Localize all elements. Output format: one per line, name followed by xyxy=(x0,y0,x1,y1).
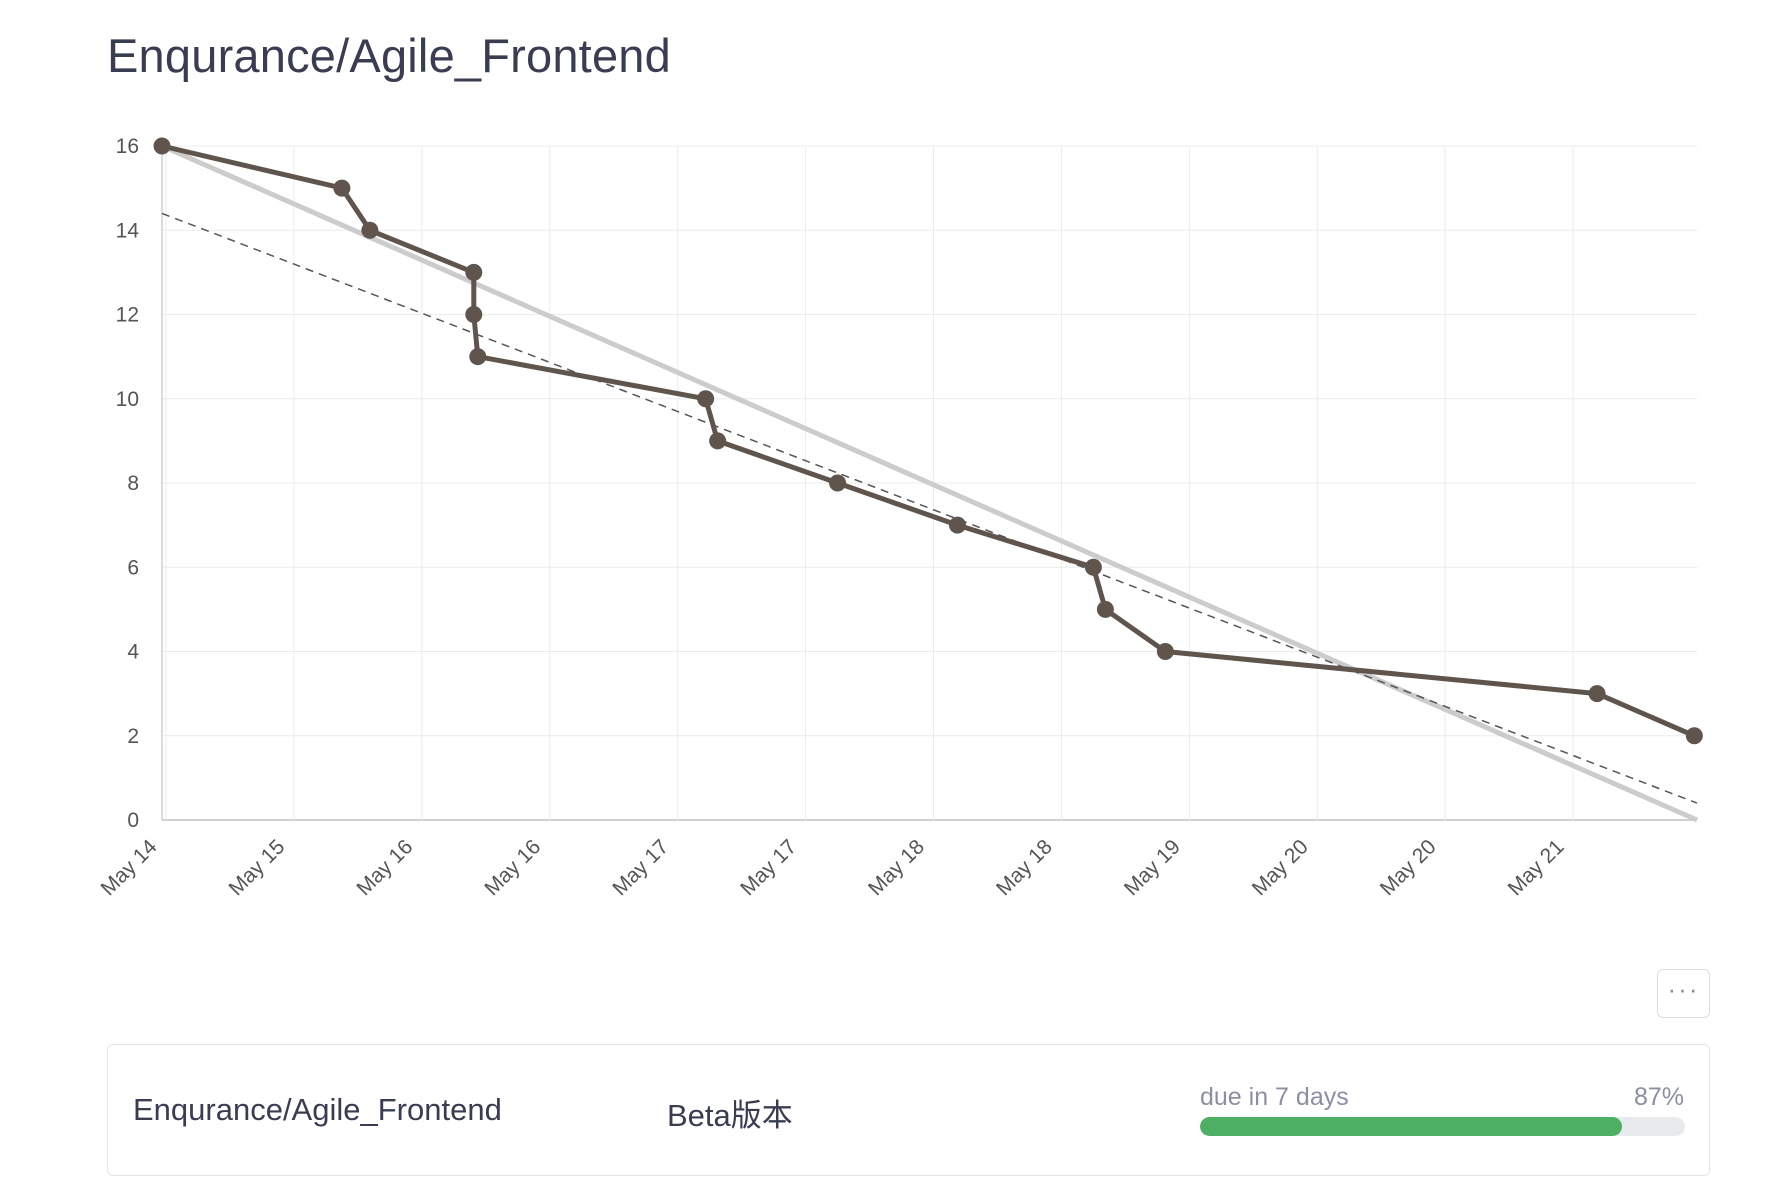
x-tick-label: May 20 xyxy=(1248,835,1313,900)
milestone-due-text: due in 7 days xyxy=(1200,1083,1349,1111)
y-tick-label: 2 xyxy=(127,725,139,748)
milestone-progress-fill xyxy=(1200,1117,1622,1136)
ideal-line xyxy=(160,143,1699,823)
actual-line xyxy=(161,143,1696,739)
actual-point xyxy=(1084,558,1102,576)
x-tick-label: May 19 xyxy=(1120,835,1185,900)
x-tick-label: May 20 xyxy=(1376,835,1441,900)
actual-point xyxy=(1156,643,1174,660)
page-title: Enqurance/Agile_Frontend xyxy=(107,29,671,82)
actual-point xyxy=(948,516,966,534)
more-options-button[interactable]: ··· xyxy=(1657,969,1710,1018)
y-tick-label: 16 xyxy=(116,135,139,158)
actual-point xyxy=(333,179,351,197)
x-tick-label: May 21 xyxy=(1504,835,1569,900)
x-tick-label: May 18 xyxy=(864,835,929,900)
actual-point xyxy=(709,432,727,450)
actual-point xyxy=(697,390,715,408)
milestone-progress-bar xyxy=(1200,1117,1685,1136)
actual-point xyxy=(465,263,483,281)
actual-point xyxy=(1685,727,1703,745)
y-tick-label: 10 xyxy=(116,388,139,411)
burndown-chart: 0 2 4 6 8 10 12 14 16 May 14 May 15 May 16 May 16 May… xyxy=(97,135,1703,900)
x-tick-label: May 17 xyxy=(736,835,801,900)
milestone-percent: 87% xyxy=(1633,1083,1684,1111)
actual-point xyxy=(361,221,379,239)
actual-point xyxy=(153,137,171,155)
x-tick-label: May 16 xyxy=(352,835,417,900)
actual-point xyxy=(1096,600,1114,618)
y-tick-label: 6 xyxy=(127,556,139,579)
x-tick-label: May 15 xyxy=(224,835,289,900)
milestone-repo-name[interactable]: Enqurance/Agile_Frontend xyxy=(133,1092,502,1127)
x-tick-label: May 18 xyxy=(992,835,1057,900)
milestone-name[interactable]: Beta版本 xyxy=(667,1098,793,1133)
milestone-card[interactable]: Enqurance/Agile_Frontend Beta版本 due in 7… xyxy=(107,1044,1710,1176)
actual-point xyxy=(829,474,847,492)
x-tick-label: May 14 xyxy=(97,835,162,900)
y-tick-label: 8 xyxy=(127,472,139,495)
x-tick-label: May 16 xyxy=(480,835,545,900)
x-tick-label: May 17 xyxy=(608,835,673,900)
trend-line xyxy=(161,212,1698,804)
actual-point xyxy=(465,306,483,323)
actual-point xyxy=(469,348,487,366)
actual-point xyxy=(1588,685,1606,703)
y-tick-label: 0 xyxy=(127,809,139,832)
y-tick-label: 14 xyxy=(116,219,140,242)
y-tick-label: 4 xyxy=(127,641,139,664)
y-tick-label: 12 xyxy=(116,304,139,327)
